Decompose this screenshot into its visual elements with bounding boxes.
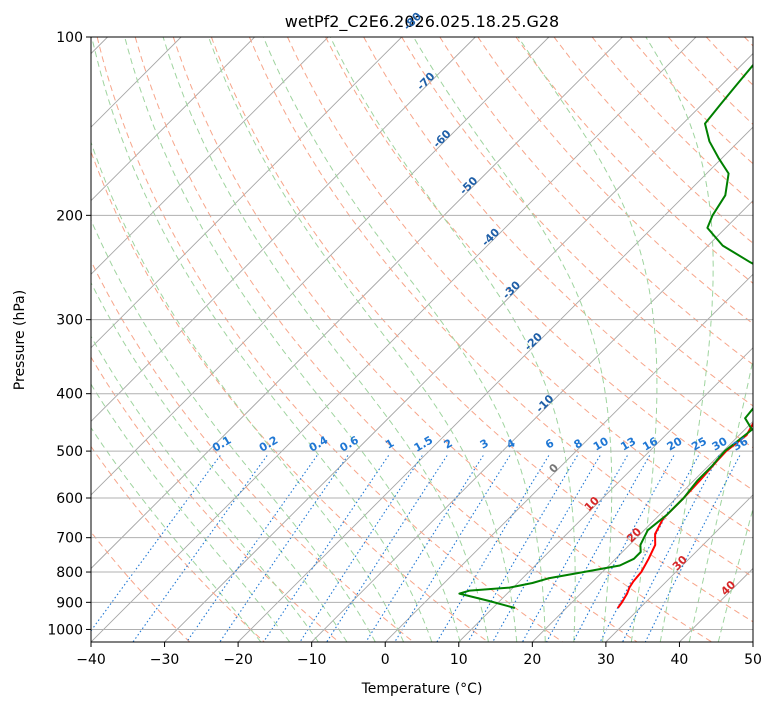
dry-adiabat-line	[401, 37, 753, 407]
x-tick-label: 20	[523, 652, 541, 668]
isotherm-line	[91, 37, 403, 349]
moist-adiabat-line	[645, 37, 714, 642]
dry-adiabat-line	[591, 37, 753, 205]
x-tick-label: 10	[450, 652, 468, 668]
dry-adiabat-line	[91, 445, 265, 642]
dry-adiabat-line	[248, 37, 753, 578]
moist-adiabat-line	[262, 37, 546, 642]
isotherm-line	[91, 37, 623, 570]
background-lines	[91, 37, 753, 642]
mixing-ratio-line	[326, 455, 448, 642]
dry-adiabat-line	[553, 37, 753, 244]
y-tick-label: 200	[56, 208, 83, 224]
isotherm-line	[91, 37, 697, 642]
isotherm-line	[605, 494, 753, 642]
mixing-ratio-line	[394, 455, 511, 642]
dry-adiabat-line	[91, 356, 340, 642]
x-tick-label: 30	[597, 652, 615, 668]
y-tick-label: 500	[56, 444, 83, 460]
moist-adiabat-line	[124, 37, 461, 642]
profile-lines	[458, 63, 753, 609]
moist-adiabat-line	[91, 218, 376, 642]
mixing-ratio-line	[436, 455, 550, 642]
y-tick-label: 900	[56, 595, 83, 611]
isotherm-line	[237, 126, 753, 642]
dry-adiabat-line	[96, 37, 563, 642]
x-tick-label: −10	[297, 652, 327, 668]
x-tick-label: −30	[150, 652, 180, 668]
x-axis: −40 −30 −20 −10 0 10 20 30 40 50	[76, 642, 762, 668]
moist-adiabat-line	[517, 37, 658, 642]
isotherm-line	[384, 273, 753, 642]
x-axis-label: Temperature (°C)	[361, 681, 483, 697]
isotherm-line	[458, 347, 753, 642]
moist-adiabat-line	[91, 140, 405, 642]
dewpoint-line	[458, 63, 753, 609]
isotherm-line	[91, 37, 550, 496]
mixing-ratio-line	[219, 455, 349, 642]
mixing-ratio-line	[599, 455, 699, 642]
moist-adiabat-line	[329, 37, 576, 642]
moist-adiabat-line	[413, 37, 613, 642]
temperature-line	[616, 421, 753, 609]
mixing-ratio-line	[91, 455, 221, 632]
y-tick-label: 1000	[47, 622, 83, 638]
isotherm-line	[532, 420, 753, 642]
moist-adiabat-line	[208, 37, 518, 642]
x-tick-label: −20	[223, 652, 253, 668]
pressure-gridlines	[91, 37, 753, 630]
isotherm-line	[91, 37, 255, 202]
dry-adiabat-line	[325, 37, 753, 491]
isotherm-line	[752, 641, 753, 642]
mixing-ratio-line	[622, 455, 720, 642]
y-tick-label: 300	[56, 313, 83, 329]
dry-adiabat-line	[91, 259, 414, 642]
mixing-ratio-line	[299, 455, 423, 642]
mixing-ratio-line	[644, 455, 741, 642]
moist-adiabat-line	[91, 383, 291, 642]
x-tick-label: 50	[744, 652, 762, 668]
isotherm-line	[164, 52, 753, 642]
x-tick-label: 40	[671, 652, 689, 668]
x-tick-label: 0	[381, 652, 390, 668]
y-tick-label: 700	[56, 531, 83, 547]
moist-adiabat-line	[688, 357, 753, 642]
y-tick-label: 100	[56, 30, 83, 46]
chart-title: wetPf2_C2E6.2026.025.18.25.G28	[285, 12, 559, 32]
isotherm-line	[91, 37, 476, 422]
mixing-ratio-line	[467, 455, 578, 642]
moist-adiabat-line	[717, 506, 753, 642]
plot-area	[91, 37, 753, 642]
dry-adiabat-line	[210, 37, 753, 623]
y-tick-label: 800	[56, 565, 83, 581]
mixing-ratio-line	[572, 455, 675, 642]
y-axis: 100 200 300 400 500 600 700 800 900 1000	[47, 30, 91, 638]
dry-adiabat-line	[363, 37, 753, 449]
dry-adiabat-line	[287, 37, 753, 534]
dry-adiabat-line	[134, 37, 638, 642]
y-tick-label: 400	[56, 387, 83, 403]
dry-adiabat-line	[172, 37, 713, 642]
moist-adiabat-line	[91, 281, 348, 642]
isotherm-line	[91, 37, 329, 275]
moist-adiabat-line	[162, 37, 489, 642]
moist-adiabat-line	[91, 37, 433, 642]
dry-adiabat-line	[439, 37, 753, 366]
moist-adiabat-line	[91, 335, 319, 642]
y-axis-label: Pressure (hPa)	[12, 290, 28, 390]
x-tick-label: −40	[76, 652, 106, 668]
mixing-ratio-line	[263, 455, 390, 642]
moist-adiabat-line	[91, 426, 262, 642]
plot-frame	[90, 36, 754, 643]
mixing-ratio-line	[365, 455, 484, 642]
mixing-ratio-line	[492, 455, 601, 642]
y-tick-label: 600	[56, 491, 83, 507]
dry-adiabat-line	[91, 150, 489, 642]
